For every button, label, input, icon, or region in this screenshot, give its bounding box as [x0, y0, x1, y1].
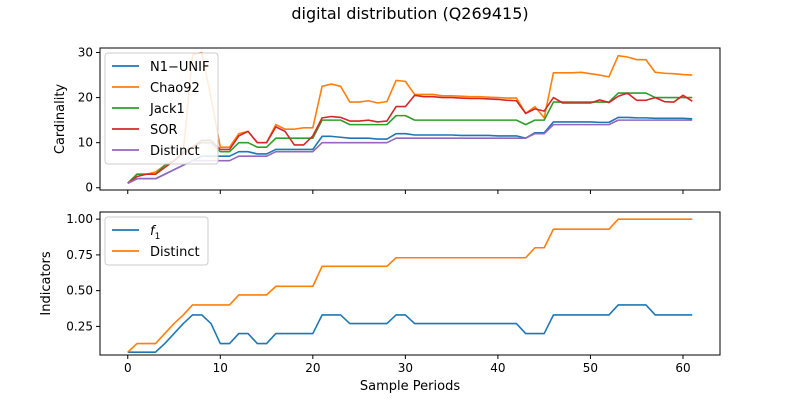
figure-title: digital distribution (Q269415): [291, 4, 528, 23]
y-tick-label: 10: [78, 136, 93, 150]
y-axis-label: Cardinality: [53, 84, 68, 155]
x-tick-label: 50: [583, 361, 598, 375]
series-line-0-4: [127, 119, 693, 184]
legend-label: SOR: [150, 123, 178, 138]
legend-label: Distinct: [150, 144, 200, 159]
series-line-0-1: [127, 51, 693, 184]
x-tick-label: 60: [675, 361, 690, 375]
y-axis-label: Indicators: [39, 251, 54, 315]
cardinality-panel: 0 10 20 30 Cardinality N1−UNIF Chao92 Jack1 SOR D…: [53, 46, 721, 195]
x-tick-label: 30: [398, 361, 413, 375]
y-tick-label: 20: [78, 91, 93, 105]
axes-frame: [99, 47, 721, 191]
indicators-panel: 0 10 20 30 40 50 60 0.25 0.50 0.75 1.00 Indicators S…: [39, 211, 721, 394]
legend-label: f1: [150, 224, 160, 242]
y-tick-label: 1.00: [66, 212, 93, 226]
axes-frame: [99, 211, 721, 356]
legend-label: Chao92: [150, 81, 200, 96]
series-line-0-2: [127, 92, 693, 184]
legend-box: [104, 52, 219, 165]
y-tick-label: 0.50: [66, 284, 93, 298]
x-axis-label: Sample Periods: [360, 379, 460, 394]
x-tick-label: 0: [124, 361, 132, 375]
legend-box: [104, 216, 209, 266]
series-line-0-3: [127, 92, 693, 184]
legend-label: Distinct: [150, 245, 200, 260]
series-line-1-1: [127, 218, 693, 353]
x-tick-label: 20: [305, 361, 320, 375]
series-line-1-0: [127, 304, 693, 353]
x-tick-label: 10: [213, 361, 228, 375]
legend-label: N1−UNIF: [150, 60, 209, 75]
x-tick-label: 40: [490, 361, 505, 375]
y-tick-label: 0.75: [66, 248, 93, 262]
y-tick-label: 0.25: [66, 319, 93, 333]
y-tick-label: 0: [85, 181, 93, 195]
y-tick-label: 30: [78, 46, 93, 60]
legend-label: Jack1: [149, 102, 185, 117]
series-line-0-0: [127, 116, 693, 184]
